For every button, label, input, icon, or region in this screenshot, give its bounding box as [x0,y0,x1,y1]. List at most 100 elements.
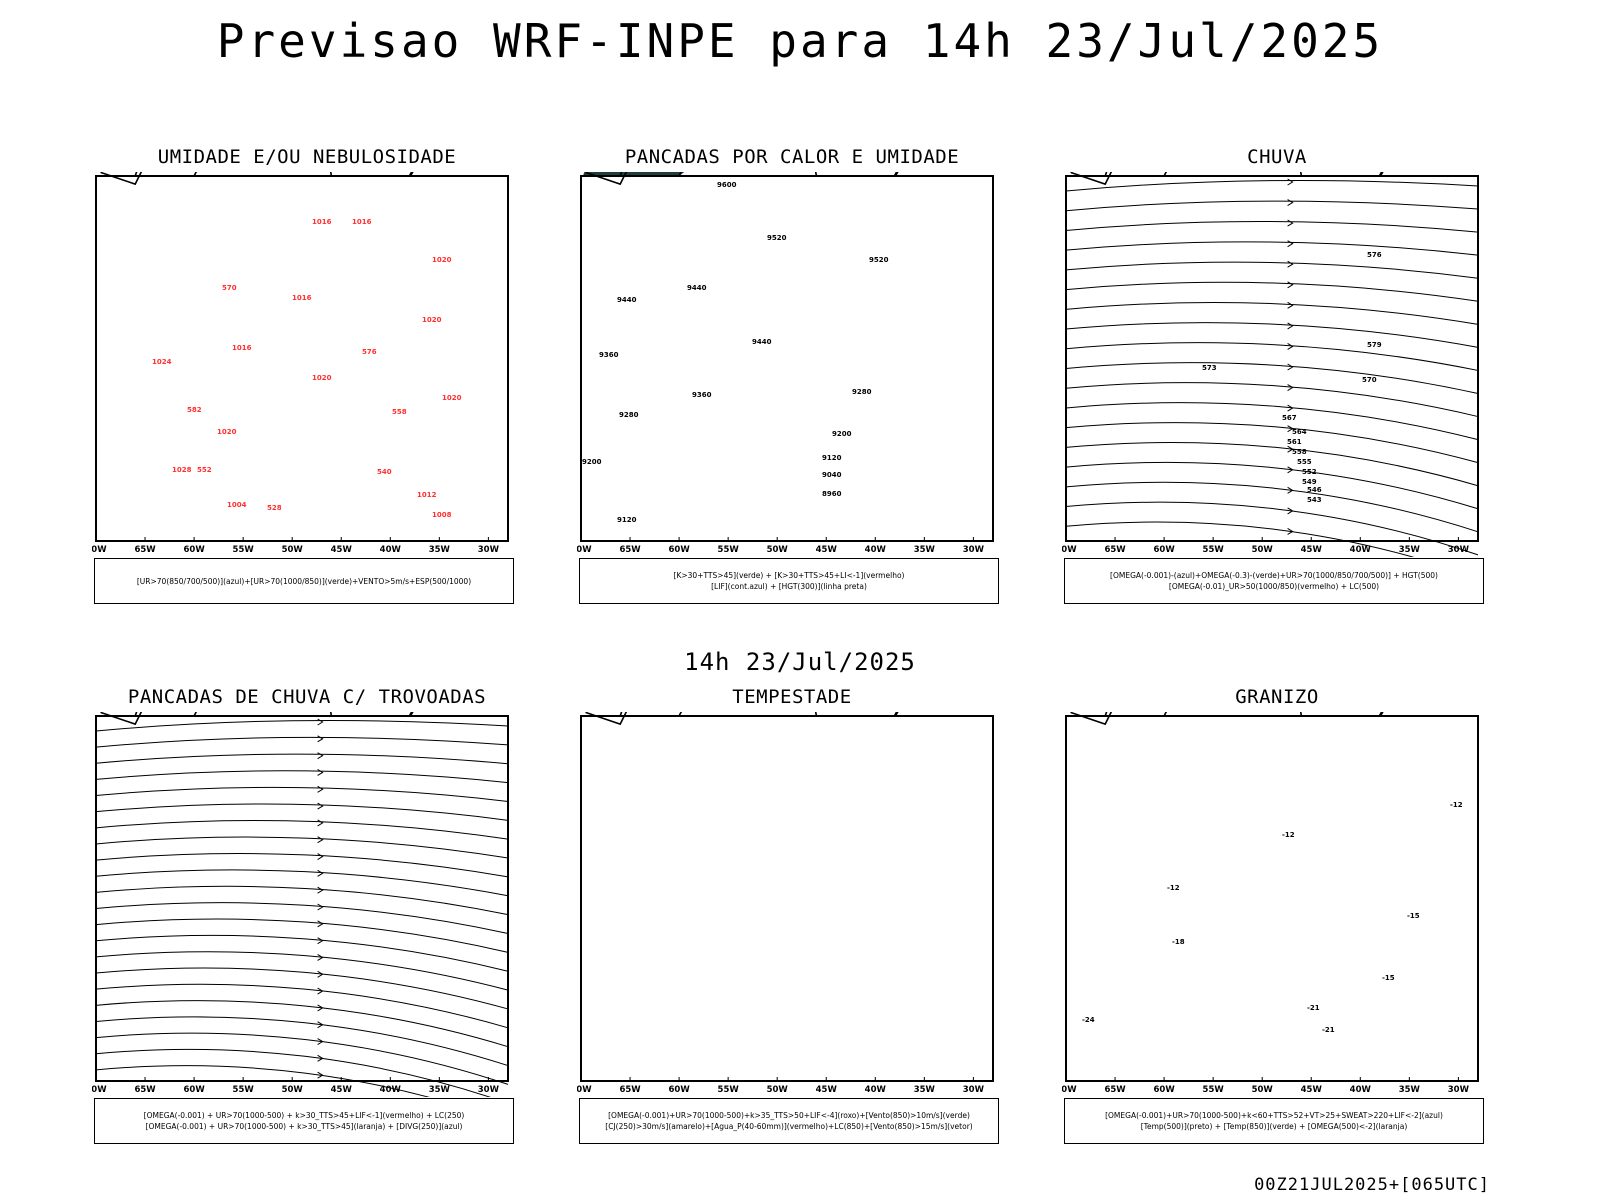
map-pancadas-calor: 9600 9520 9520 9440 9440 9440 9360 9360 9280 9280… [577,172,994,555]
streamline [1065,221,1479,233]
stream-arrow [1287,178,1294,186]
lon-label: 50W [767,545,789,555]
streamline [95,1065,430,1097]
stream-arrow [1287,343,1294,350]
state-border [100,172,102,173]
mid-title: 14h 23/Jul/2025 [684,648,916,676]
legend-box: [OMEGA(-0.001)-(azul)+OMEGA(-0.3)-(verde… [1064,558,1484,604]
contour-label: 1004 [227,501,247,509]
panel-umidade: UMIDADE E/OU NEBULOSIDADE 1016 1016 1020 10… [92,146,522,616]
contour-label: 1020 [442,394,462,402]
stream-arrow [317,920,324,928]
contour-label: 9440 [617,296,637,304]
stream-arrow [317,970,324,978]
stream-arrow [317,735,324,743]
stream-arrow [1287,486,1294,494]
contour-label: 9440 [752,338,772,346]
stream-arrow [1287,384,1294,391]
panel-title: PANCADAS DE CHUVA C/ TROVOADAS [127,686,487,708]
lon-label: 65W [134,545,156,555]
plot-frame [580,715,994,1082]
panel-pancadas-calor: PANCADAS POR CALOR E UMIDADE 9600 9520 952… [577,146,1007,616]
stream-arrow [1287,466,1294,474]
stream-arrow [1287,281,1294,289]
lon-label: 55W [718,1085,740,1095]
legend-box: [K>30+TTS>45](verde) + [K>30+TTS>45+LI<-… [579,558,999,604]
lon-label: 40W [1350,545,1372,555]
stream-arrow [317,1021,324,1029]
lon-label: 60W [668,1085,690,1095]
lon-label: 30W [478,545,500,555]
streamline [95,885,509,916]
contour-label: 567 [1282,414,1297,422]
state-border [1070,712,1072,713]
contour-label: -21 [1307,1004,1320,1012]
streamline [95,967,509,1010]
stream-arrow [317,1004,324,1012]
contour-label: 552 [1302,468,1317,476]
contour-label: -12 [1450,801,1463,809]
plot-background [1066,716,1478,1081]
streamline [95,1000,509,1048]
stream-arrow [317,987,324,995]
stream-arrow [317,819,324,827]
lon-label: 40W [380,1085,402,1095]
stream-arrow [317,1038,324,1045]
plot-background [581,716,993,1081]
lon-label: 35W [429,1085,451,1095]
contour-label: 558 [1292,448,1307,456]
lon-label: 65W [1104,545,1126,555]
stream-arrow [317,937,324,945]
plot-background [581,176,993,541]
stream-arrow [1287,425,1294,433]
stream-arrow [1287,301,1294,309]
stream-arrow [1287,219,1294,227]
streamline [95,934,509,972]
stream-arrow [1287,240,1294,248]
stream-arrow [317,718,324,726]
contour-label: 1028 [172,466,192,474]
lon-label: 35W [1399,1085,1421,1095]
contour-label: -21 [1322,1026,1335,1034]
streamline [1065,382,1479,418]
contour-label: 1020 [432,256,452,264]
lon-label: 40W [380,545,402,555]
plot-frame [580,175,994,542]
lon-label: 70W [92,545,107,555]
plot-background [1066,176,1478,541]
lon-label: 40W [865,1085,887,1095]
contour-label: 9600 [717,181,737,189]
map-chuva: 5765795735675645615585555525495465435701… [1062,172,1479,557]
legend-box: [OMEGA(-0.001)+UR>70(1000-500)+k>35_TTS>… [579,1098,999,1144]
lon-label: 65W [619,545,641,555]
streamline [1065,481,1479,533]
contour-label: 1016 [292,294,312,302]
stream-arrow [1287,363,1294,371]
contour-label: 552 [197,466,212,474]
contour-label: 8960 [822,490,842,498]
streamline [95,1048,492,1097]
streamline [95,720,509,732]
lon-label: 45W [1301,545,1323,555]
streamline [1065,402,1479,441]
streamline [95,836,509,859]
stream-arrow [1287,404,1294,412]
streamline [95,869,509,897]
lon-label: 30W [478,1085,500,1095]
contour-label: 1016 [232,344,252,352]
streamline [1065,200,1479,212]
lon-label: 65W [134,1085,156,1095]
streamline [1065,461,1479,510]
legend-line: [OMEGA(-0.001) + UR>70(1000-500) + k>30_… [143,1111,465,1120]
lon-label: 50W [282,545,304,555]
plot-frame [95,175,509,542]
lon-label: 35W [1399,545,1421,555]
contour-label: 9040 [822,471,842,479]
state-border [585,712,587,713]
legend-line: [Temp(500)](preto) + [Temp(850)](verde) … [1140,1122,1408,1131]
streamline [95,983,509,1029]
lon-label: 50W [767,1085,789,1095]
streamline [1065,180,1479,192]
contour-label: 1024 [152,358,172,366]
lon-label: 60W [183,545,205,555]
